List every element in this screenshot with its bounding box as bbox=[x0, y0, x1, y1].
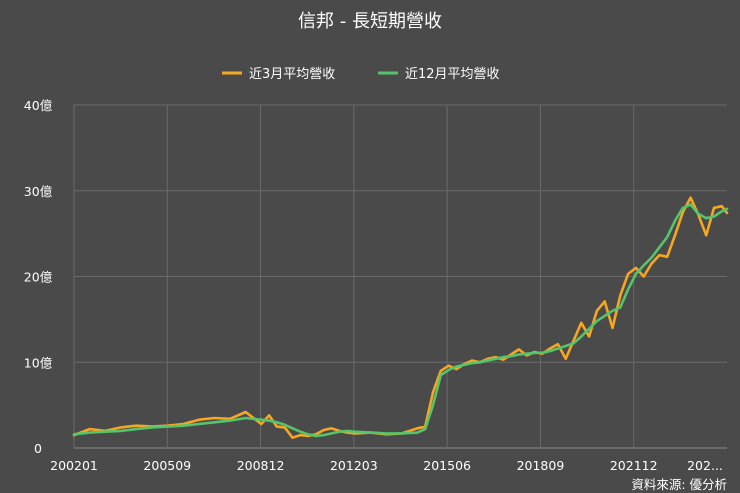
x-tick-label: 201506 bbox=[423, 458, 471, 473]
y-tick-label: 40億 bbox=[24, 98, 53, 113]
x-tick-label: 201203 bbox=[330, 458, 378, 473]
x-tick-label: 202112 bbox=[610, 458, 658, 473]
series-line-1 bbox=[72, 196, 729, 440]
x-axis: 200201 200509 200812 201203 201506 201809 2021… bbox=[50, 458, 723, 473]
series-line-2 bbox=[72, 203, 729, 438]
y-axis: 0 10億 20億 30億 40億 bbox=[24, 98, 53, 456]
grid bbox=[73, 104, 727, 449]
x-tick-label: 202... bbox=[687, 458, 723, 473]
series-lines bbox=[72, 196, 729, 440]
x-tick-label: 201809 bbox=[517, 458, 565, 473]
legend: 近3月平均營收 近12月平均營收 bbox=[222, 67, 500, 82]
x-tick-label: 200201 bbox=[50, 458, 98, 473]
x-tick-label: 200812 bbox=[237, 458, 285, 473]
y-tick-label: 20億 bbox=[24, 270, 53, 285]
legend-label: 近12月平均營收 bbox=[405, 67, 500, 82]
source-text: 資料來源: 優分析 bbox=[631, 477, 727, 492]
legend-label: 近3月平均營收 bbox=[249, 67, 335, 82]
y-tick-label: 10億 bbox=[24, 355, 53, 370]
y-tick-label: 30億 bbox=[24, 184, 53, 199]
x-tick-label: 200509 bbox=[143, 458, 191, 473]
y-tick-label: 0 bbox=[34, 441, 42, 456]
chart-title: 信邦 - 長短期營收 bbox=[298, 11, 442, 32]
